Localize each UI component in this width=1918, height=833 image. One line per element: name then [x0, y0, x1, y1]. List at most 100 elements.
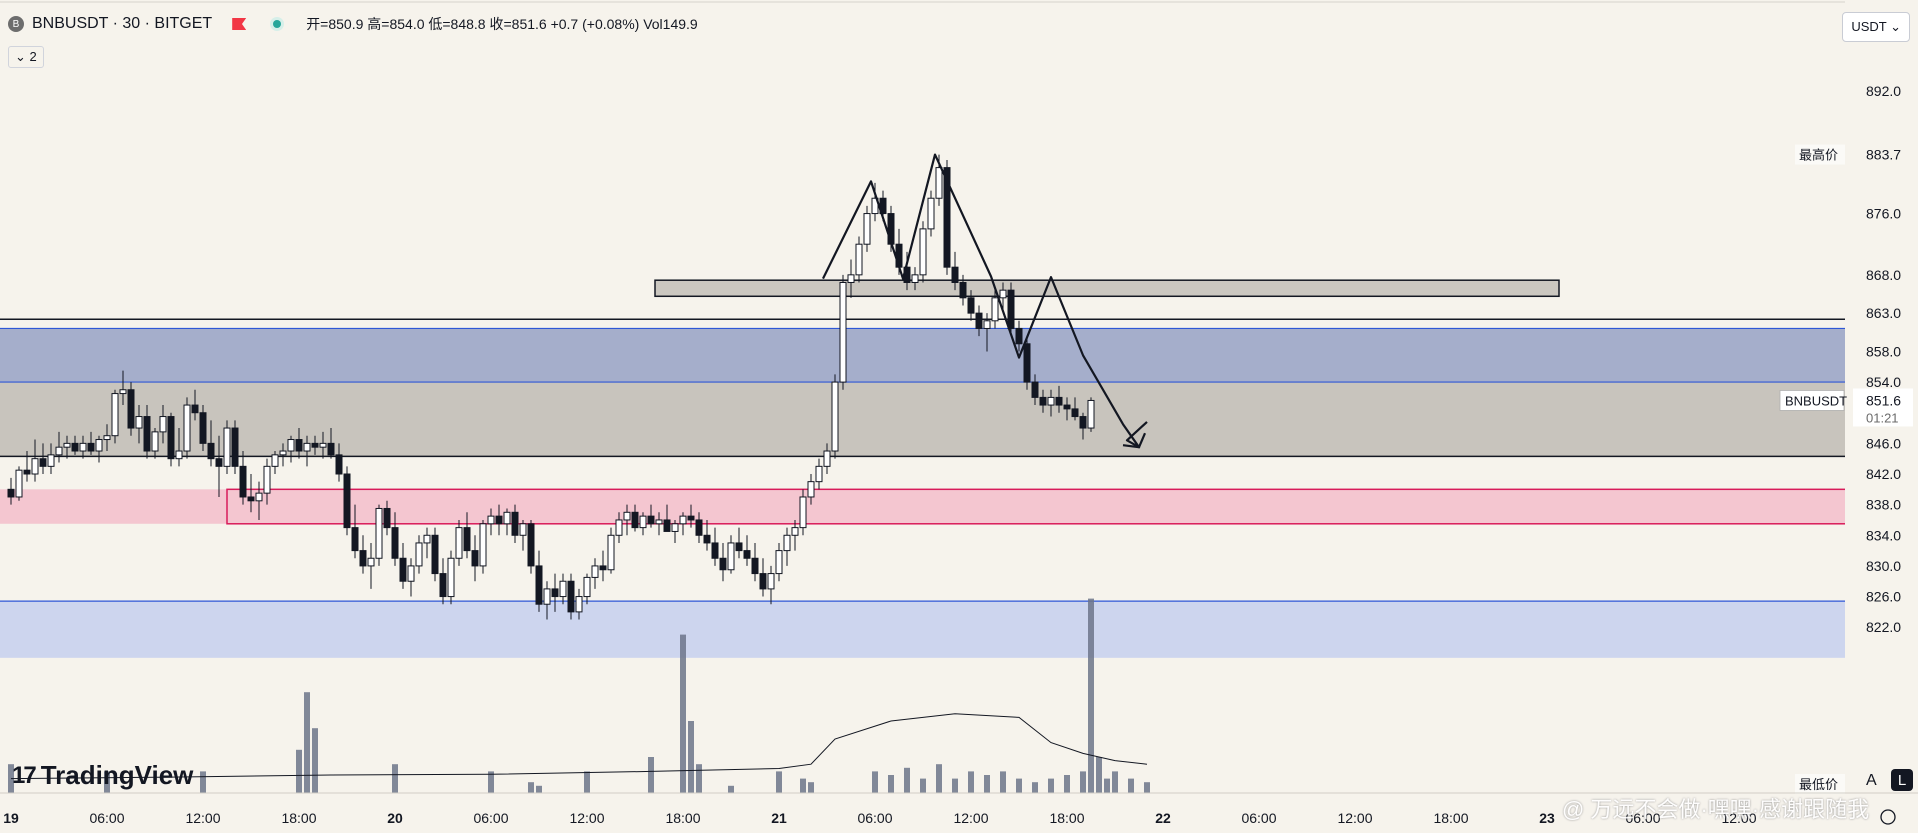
candle-26[interactable]: [215, 435, 223, 497]
candle-78[interactable]: [631, 504, 639, 532]
candle-22[interactable]: [183, 397, 191, 459]
candle-113[interactable]: [911, 267, 919, 291]
candle-81[interactable]: [655, 512, 663, 536]
candle-126[interactable]: [1015, 320, 1023, 352]
candle-82[interactable]: [663, 504, 671, 532]
candle-125[interactable]: [1007, 282, 1015, 337]
candle-104[interactable]: [839, 274, 847, 390]
candle-11[interactable]: [95, 435, 103, 463]
gray-resistance-box[interactable]: [654, 279, 1560, 298]
candle-34[interactable]: [279, 443, 287, 467]
candle-9[interactable]: [79, 435, 87, 459]
candle-90[interactable]: [727, 535, 735, 574]
candle-28[interactable]: [231, 420, 239, 474]
auto-scale-button[interactable]: A: [1866, 772, 1877, 789]
candle-35[interactable]: [287, 435, 295, 463]
candle-133[interactable]: [1071, 397, 1079, 421]
candle-29[interactable]: [239, 451, 247, 505]
candle-55[interactable]: [447, 550, 455, 605]
candle-24[interactable]: [199, 405, 207, 452]
candle-0[interactable]: [7, 477, 15, 505]
candle-56[interactable]: [455, 519, 463, 566]
candle-20[interactable]: [167, 412, 175, 467]
candle-50[interactable]: [407, 558, 415, 597]
candle-94[interactable]: [759, 558, 767, 597]
pink-demand-box[interactable]: [226, 488, 1847, 525]
candle-93[interactable]: [751, 542, 759, 582]
candle-86[interactable]: [695, 512, 703, 543]
candle-67[interactable]: [543, 581, 551, 620]
candle-21[interactable]: [175, 428, 183, 467]
candle-107[interactable]: [863, 205, 871, 252]
candle-63[interactable]: [511, 504, 519, 543]
candle-76[interactable]: [615, 512, 623, 543]
candle-2[interactable]: [23, 451, 31, 482]
candle-46[interactable]: [375, 504, 383, 566]
candle-130[interactable]: [1047, 389, 1055, 417]
flag-icon[interactable]: [232, 18, 247, 30]
candle-33[interactable]: [271, 451, 279, 474]
candle-59[interactable]: [479, 519, 487, 574]
candle-95[interactable]: [767, 565, 775, 605]
candle-30[interactable]: [247, 474, 255, 513]
candle-48[interactable]: [391, 512, 399, 566]
candle-103[interactable]: [831, 374, 839, 459]
candle-39[interactable]: [319, 431, 327, 459]
candle-42[interactable]: [343, 466, 351, 536]
candle-53[interactable]: [431, 527, 439, 582]
candle-91[interactable]: [735, 527, 743, 559]
candle-115[interactable]: [927, 190, 935, 237]
candle-7[interactable]: [63, 435, 71, 459]
candle-89[interactable]: [719, 542, 727, 582]
candle-62[interactable]: [503, 508, 511, 536]
candle-61[interactable]: [495, 504, 503, 536]
candle-1[interactable]: [15, 466, 23, 501]
candle-64[interactable]: [519, 519, 527, 551]
candle-54[interactable]: [439, 558, 447, 605]
candle-10[interactable]: [87, 431, 95, 455]
candle-49[interactable]: [399, 542, 407, 589]
candle-18[interactable]: [151, 428, 159, 459]
candle-77[interactable]: [623, 504, 631, 536]
log-scale-button[interactable]: L: [1891, 769, 1913, 791]
symbol-label[interactable]: BNBUSDT · 30 · BITGET: [32, 15, 213, 32]
candle-96[interactable]: [775, 542, 783, 582]
candle-25[interactable]: [207, 420, 215, 467]
candle-47[interactable]: [383, 500, 391, 536]
candle-129[interactable]: [1039, 389, 1047, 413]
candle-74[interactable]: [599, 550, 607, 582]
candle-3[interactable]: [31, 439, 39, 482]
candle-43[interactable]: [351, 504, 359, 559]
candle-135[interactable]: [1087, 397, 1095, 432]
candle-32[interactable]: [263, 458, 271, 505]
candle-114[interactable]: [919, 221, 927, 283]
candle-4[interactable]: [39, 443, 47, 474]
candle-23[interactable]: [191, 389, 199, 421]
candle-88[interactable]: [711, 527, 719, 566]
candle-100[interactable]: [807, 474, 815, 505]
candle-45[interactable]: [367, 542, 375, 589]
candle-121[interactable]: [975, 305, 983, 337]
candle-14[interactable]: [119, 370, 127, 406]
candle-87[interactable]: [703, 519, 711, 551]
indicator-collapse-button[interactable]: ⌄ 2: [8, 46, 44, 68]
candle-123[interactable]: [991, 290, 999, 329]
candle-71[interactable]: [575, 588, 583, 620]
candle-72[interactable]: [583, 573, 591, 605]
candle-84[interactable]: [679, 512, 687, 536]
candle-66[interactable]: [535, 550, 543, 612]
candle-75[interactable]: [607, 527, 615, 574]
candle-68[interactable]: [551, 573, 559, 612]
currency-select[interactable]: USDT ⌄: [1842, 12, 1910, 42]
candle-134[interactable]: [1079, 412, 1087, 440]
candle-16[interactable]: [135, 405, 143, 444]
candle-98[interactable]: [791, 519, 799, 551]
candle-92[interactable]: [743, 535, 751, 566]
candle-73[interactable]: [591, 558, 599, 589]
tradingview-logo[interactable]: 17 TradingView: [12, 760, 193, 791]
candle-97[interactable]: [783, 527, 791, 566]
candle-83[interactable]: [671, 519, 679, 543]
candle-44[interactable]: [359, 535, 367, 574]
candle-57[interactable]: [463, 512, 471, 559]
candle-17[interactable]: [143, 405, 151, 459]
